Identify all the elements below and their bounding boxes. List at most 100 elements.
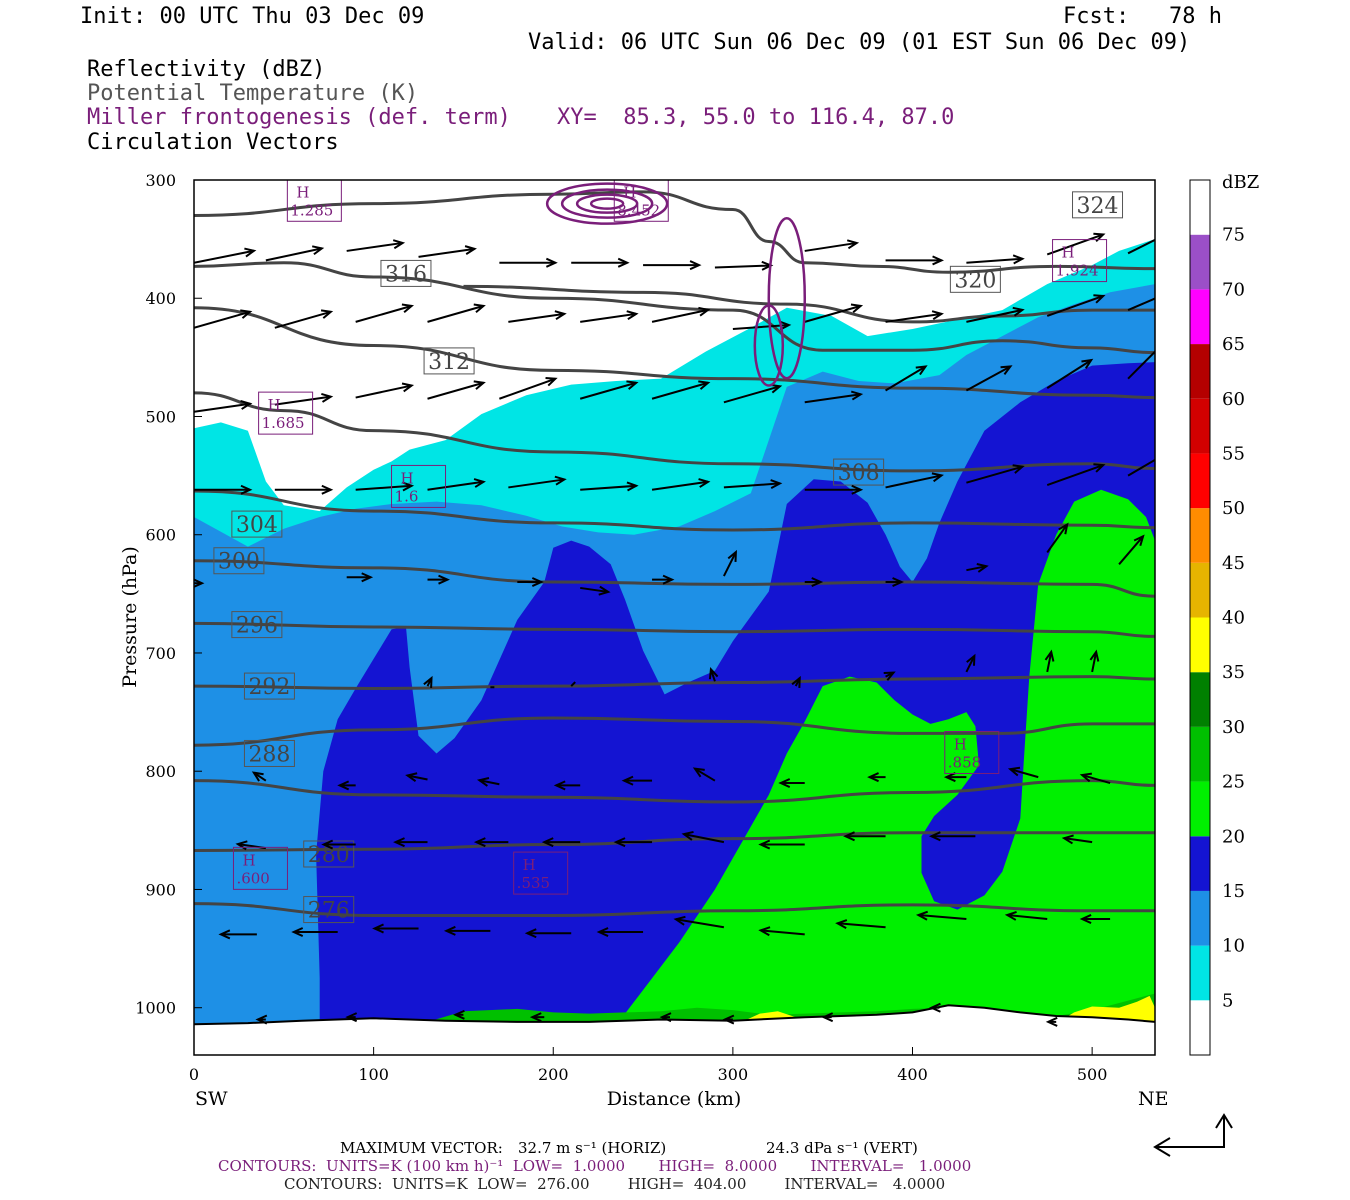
theta-label-box-288 [243, 739, 295, 767]
frontogenesis-high-marker: H1.6 [391, 464, 447, 508]
colorbar-swatch [1190, 508, 1210, 563]
circulation-vector [943, 772, 967, 783]
y-tick-label: 800 [145, 762, 176, 781]
circulation-vector [443, 925, 491, 936]
circulation-vector [1127, 297, 1155, 311]
high-marker-box [258, 391, 314, 435]
high-marker-label: H [954, 735, 967, 753]
circulation-vector [885, 365, 928, 392]
field-theta-title: Potential Temperature (K) [87, 81, 419, 106]
valid-time: Valid: 06 UTC Sun 06 Dec 09 (01 EST Sun … [528, 30, 1191, 55]
theta-contour-304 [194, 489, 1155, 532]
theta-label-288: 288 [248, 742, 290, 767]
x-tick-label: 200 [538, 1065, 569, 1084]
circulation-vector [965, 653, 976, 673]
theta-contour-296 [194, 621, 1155, 638]
high-marker-label: H [296, 183, 309, 201]
max-vector-label: MAXIMUM VECTOR: [340, 1139, 503, 1157]
reflectivity-region-15dbz [316, 362, 1155, 1055]
theta-contour-300 [194, 559, 1155, 598]
circulation-vector [804, 484, 864, 495]
circulation-vector [929, 1002, 941, 1013]
circulation-vector [758, 839, 805, 850]
circulation-vector [1079, 914, 1111, 924]
circulation-vector [965, 365, 1013, 392]
circulation-vector [418, 245, 477, 258]
circulation-vector [346, 239, 406, 252]
circulation-vector [652, 574, 675, 585]
theta-contour-324 [194, 190, 1155, 274]
circulation-vector [346, 572, 374, 583]
circulation-vector [355, 382, 415, 399]
circulation-vector [643, 260, 702, 271]
circulation-vector [659, 1012, 672, 1023]
circulation-vector [651, 380, 711, 400]
circulation-vector [843, 831, 886, 842]
circulation-vector [427, 303, 486, 323]
circulation-vector [427, 478, 486, 491]
y-tick-label: 700 [145, 644, 176, 663]
colorbar-swatch [1190, 890, 1210, 946]
theta-label-276: 276 [308, 899, 350, 924]
circulation-vector [692, 767, 716, 782]
frontogenesis-contour [753, 304, 785, 387]
colorbar-swatch [1190, 289, 1210, 345]
circulation-vector [758, 926, 805, 937]
circulation-vector [1046, 463, 1106, 487]
colorbar-unit: dBZ [1222, 172, 1259, 193]
theta-label-box-304 [231, 510, 283, 538]
high-marker-box [1052, 239, 1108, 283]
high-marker-label: H [523, 856, 536, 874]
circulation-vector [372, 923, 419, 934]
frontogenesis-contour [767, 216, 807, 380]
colorbar-swatch [1190, 836, 1210, 891]
frontogenesis-contour-info: CONTOURS: UNITS=K (100 km h)⁻¹ LOW= 1.00… [218, 1157, 972, 1175]
circulation-vector [355, 303, 415, 323]
circulation-vector [928, 831, 976, 842]
circulation-vector [732, 320, 792, 331]
circulation-vector [541, 837, 581, 848]
theta-contour-284 [194, 779, 1155, 804]
theta-contour-316 [194, 261, 1155, 355]
x-tick-label: 100 [358, 1065, 389, 1084]
circulation-vector [1004, 910, 1048, 921]
circulation-vector [571, 257, 630, 268]
circulation-vector [804, 303, 864, 323]
circulation-vector [1046, 232, 1106, 256]
theta-label-box-276 [303, 896, 355, 924]
colorbar-swatch [1190, 180, 1210, 235]
circulation-vector [508, 310, 567, 323]
terrain-surface-line [194, 1004, 1155, 1026]
theta-label-300: 300 [218, 550, 260, 575]
colorbar-swatch [1190, 398, 1210, 454]
circulation-vector [427, 380, 486, 400]
circulation-vector [1007, 766, 1039, 779]
circulation-vector [651, 478, 711, 491]
circulation-vector [345, 1012, 358, 1023]
circulation-vector [393, 837, 428, 848]
circulation-vector [580, 310, 639, 323]
theta-label-296: 296 [236, 614, 278, 639]
x-tick-label: 400 [897, 1065, 928, 1084]
circulation-vector [255, 1014, 268, 1025]
frontogenesis-contour [589, 197, 625, 210]
frontogenesis-high-marker: H.600 [232, 846, 288, 890]
colorbar-tick-label: 70 [1222, 279, 1245, 300]
high-marker-box [944, 730, 1000, 774]
circulation-vector [867, 772, 886, 783]
circulation-vector [1046, 358, 1094, 389]
circulation-vector [966, 254, 1025, 265]
frontogenesis-highs-layer: H1.285H8.452H1.924H1.685H1.6H.858H.600H.… [232, 180, 1108, 895]
circulation-vector [499, 376, 558, 400]
frontogenesis-contour [545, 182, 669, 225]
circulation-vector [804, 577, 824, 587]
theta-label-box-280 [303, 840, 355, 868]
circulation-vector [722, 1014, 735, 1025]
theta-label-box-292 [243, 672, 295, 700]
theta-label-324: 324 [1077, 194, 1119, 219]
y-tick-label: 600 [145, 526, 176, 545]
x-tick-label: 500 [1077, 1065, 1108, 1084]
theta-label-312: 312 [428, 350, 470, 375]
colorbar-frame [1189, 179, 1211, 1056]
